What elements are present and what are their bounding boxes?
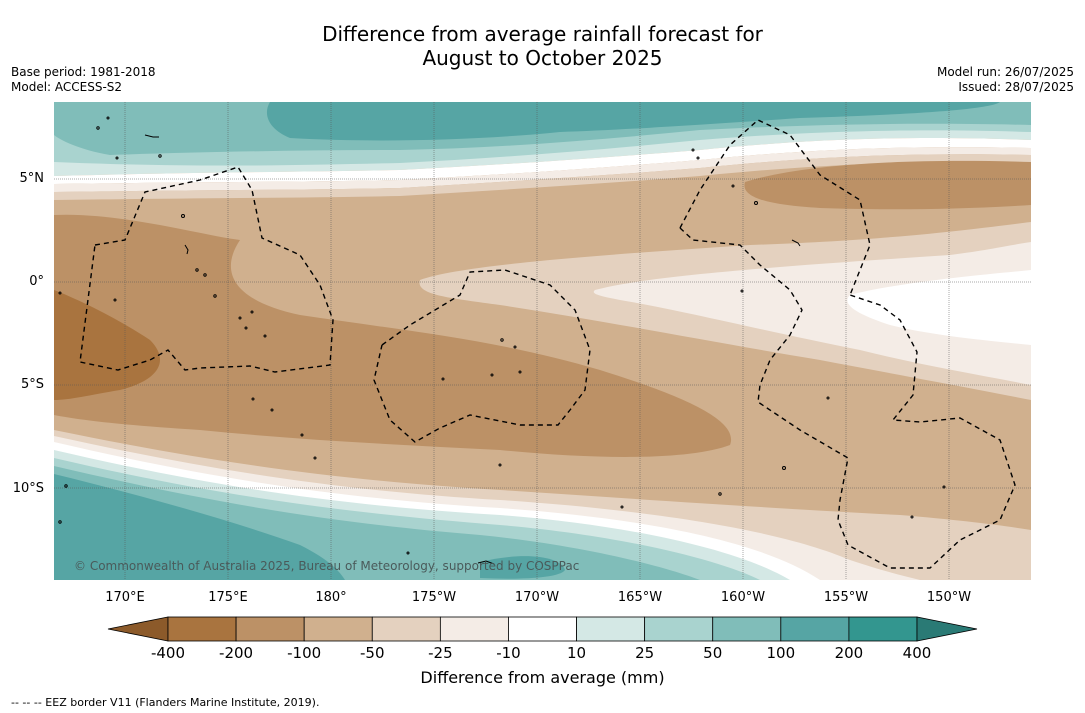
colorbar-segment — [167, 616, 237, 642]
eez-border-east-main — [679, 227, 1016, 569]
colorbar-tick-label: 50 — [703, 644, 723, 662]
title-line-2: August to October 2025 — [422, 46, 663, 70]
issued-date: Issued: 28/07/2025 — [958, 80, 1074, 94]
south-teal-dark-east — [480, 556, 565, 579]
colorbar-segment — [439, 616, 509, 642]
east-cream — [593, 242, 1031, 385]
colorbar-tick-label: 100 — [766, 644, 796, 662]
lon-label-165w: 165°W — [617, 590, 663, 605]
map-title: Difference from average rainfall forecas… — [0, 22, 1085, 70]
colorbar-segment — [712, 616, 782, 642]
colorbar-segment — [848, 616, 918, 642]
lon-label-160w: 160°W — [720, 590, 766, 605]
lat-label-5n: 5°N — [19, 171, 45, 186]
lon-label-170w: 170°W — [514, 590, 560, 605]
model-name: Model: ACCESS-S2 — [11, 80, 123, 94]
lon-label-175e: 175°E — [208, 590, 248, 605]
north-tan — [54, 154, 1031, 200]
colorbar-tick-label: -25 — [428, 644, 453, 662]
lon-label-150w: 150°W — [926, 590, 972, 605]
eez-borders — [79, 119, 1016, 569]
colorbar-tick-label: -10 — [496, 644, 521, 662]
lon-label-175w: 175°W — [411, 590, 457, 605]
title-line-1: Difference from average rainfall forecas… — [322, 22, 763, 46]
colorbar-tick-label: 400 — [902, 644, 932, 662]
colorbar-segment — [780, 616, 850, 642]
east-white — [847, 270, 1031, 345]
colorbar-tick-label: -200 — [219, 644, 254, 662]
colorbar-tick-label: 10 — [566, 644, 587, 662]
west-brown-dark — [54, 290, 160, 400]
model-run: Model run: 26/07/2025 — [936, 65, 1074, 79]
lat-label-10s: 10°S — [12, 481, 44, 496]
colorbar-segment — [371, 616, 441, 642]
north-white — [54, 138, 1031, 184]
colorbar-label: Difference from average (mm) — [420, 668, 665, 687]
lon-label-180: 180° — [315, 590, 347, 605]
colorbar-segment — [303, 616, 373, 642]
colorbar-extend-high — [916, 616, 978, 642]
base-period: Base period: 1981-2018 — [11, 65, 156, 79]
colorbar-extend-low — [107, 616, 169, 642]
colorbar-segment — [644, 616, 714, 642]
colorbar-tick-label: 200 — [834, 644, 864, 662]
lon-label-155w: 155°W — [823, 590, 869, 605]
south-teal-dark — [54, 474, 345, 580]
colorbar-tick-label: 25 — [635, 644, 655, 662]
colorbar-tick-label: -400 — [150, 644, 186, 662]
map-field — [54, 102, 1031, 580]
lat-label-5s: 5°S — [20, 377, 44, 392]
meta-left: Base period: 1981-2018 Model: ACCESS-S2 — [11, 65, 156, 95]
colorbar-segment — [576, 616, 646, 642]
north-cream — [54, 147, 1031, 192]
eez-border-east-north — [679, 119, 871, 296]
eez-border-west — [79, 166, 334, 373]
eez-legend-note: -- -- -- EEZ border V11 (Flanders Marine… — [11, 696, 320, 709]
colorbar-segment — [508, 616, 577, 642]
north-brown-patch — [744, 160, 1031, 210]
west-brown-mid — [54, 214, 732, 457]
islands — [58, 116, 946, 565]
copyright-notice: © Commonwealth of Australia 2025, Bureau… — [74, 559, 580, 573]
colorbar-tick-label: -50 — [360, 644, 385, 662]
colorbar-tick-label: -100 — [287, 644, 322, 662]
lat-label-0: 0° — [29, 274, 44, 289]
colorbar — [107, 616, 978, 642]
north-teal-dark — [266, 102, 1000, 141]
meta-right: Model run: 26/07/2025 Issued: 28/07/2025 — [937, 65, 1074, 95]
colorbar-segment — [235, 616, 305, 642]
lon-label-170e: 170°E — [105, 590, 145, 605]
